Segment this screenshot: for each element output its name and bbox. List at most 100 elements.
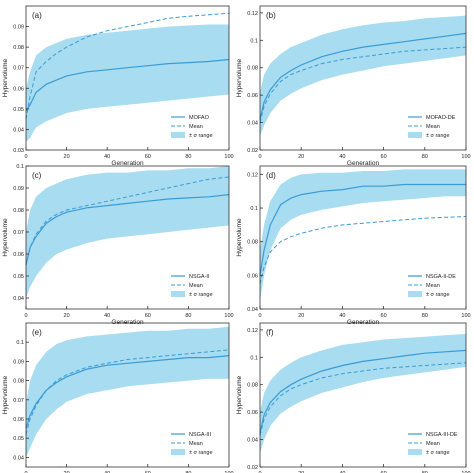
sigma-band <box>26 326 229 458</box>
legend-entry: ± σ range <box>426 450 450 456</box>
x-axis-label: Generation <box>347 319 380 326</box>
legend-entry: NSGA-II-DE <box>426 274 456 280</box>
algorithm-line <box>25 58 230 112</box>
legend-entry: NSGA-II <box>189 274 210 280</box>
y-tick-label: 0.05 <box>13 436 24 442</box>
y-tick-label: 0.08 <box>13 45 24 51</box>
panel-label: (c) <box>32 171 42 180</box>
x-tick-label: 80 <box>422 471 428 473</box>
x-tick-label: 40 <box>104 154 110 160</box>
panel-label: (e) <box>32 328 42 337</box>
algorithm-line <box>259 32 467 120</box>
y-tick-label: 0.09 <box>13 186 24 192</box>
y-axis-label: Hypervolume <box>2 218 9 257</box>
y-axis-label: Hypervolume <box>2 58 9 97</box>
y-tick-label: 0.05 <box>13 107 24 113</box>
y-tick-label: 0.07 <box>13 66 24 72</box>
y-tick-label: 0.06 <box>247 273 258 279</box>
plot-frame <box>259 165 467 310</box>
x-axis-label: Generation <box>111 319 144 326</box>
y-tick-label: 0.02 <box>247 465 258 471</box>
x-tick-label: 60 <box>381 154 387 160</box>
x-tick-label: 0 <box>24 471 27 473</box>
x-tick-label: 80 <box>422 313 428 319</box>
y-tick-label: 0.09 <box>13 359 24 365</box>
mean-line <box>259 362 467 436</box>
x-tick-label: 100 <box>224 154 233 160</box>
x-tick-label: 60 <box>145 154 151 160</box>
chart-panel: 0 20 40 60 80 100 0.02 0.04 0.06 0.08 0.1 0.12 Gener… <box>236 322 471 473</box>
algorithm-line <box>259 349 467 433</box>
y-tick-label: 0.07 <box>13 398 24 404</box>
legend-entry: ± σ range <box>189 450 213 456</box>
x-tick-label: 40 <box>339 313 345 319</box>
mean-line <box>25 176 230 266</box>
x-tick-label: 0 <box>258 313 261 319</box>
y-tick-label: 0.1 <box>250 355 258 361</box>
chart-panel: 0 20 40 60 80 100 0.03 0.04 0.05 0.06 0.07 0.08 0.09… <box>2 5 234 167</box>
panel-label: (b) <box>266 11 276 20</box>
y-tick-label: 0.06 <box>13 86 24 92</box>
x-tick-label: 100 <box>224 471 233 473</box>
y-tick-label: 0.09 <box>13 25 24 31</box>
y-tick-label: 0.06 <box>13 252 24 258</box>
panel-label: (d) <box>266 171 276 180</box>
chart-panel: 0 20 40 60 80 100 0.02 0.04 0.06 0.08 0.1 0.12 Gener… <box>236 5 471 167</box>
y-axis-label: Hypervolume <box>236 218 243 257</box>
x-tick-label: 60 <box>381 471 387 473</box>
x-tick-label: 20 <box>64 313 70 319</box>
y-tick-label: 0.04 <box>247 121 258 127</box>
y-axis-label: Hypervolume <box>236 58 243 97</box>
x-tick-label: 20 <box>298 313 304 319</box>
chart-panel: 0 20 40 60 80 100 0.04 0.06 0.08 0.1 0.12 Generatio… <box>236 165 471 326</box>
plot-frame <box>259 5 467 151</box>
y-tick-label: 0.08 <box>13 208 24 214</box>
y-tick-label: 0.06 <box>247 93 258 99</box>
x-tick-label: 100 <box>461 471 470 473</box>
x-tick-label: 100 <box>461 313 470 319</box>
legend-entry: MOFAO <box>189 115 210 121</box>
y-axis-label: Hypervolume <box>2 375 9 414</box>
panel-label: (f) <box>266 328 274 337</box>
legend-band-swatch <box>171 132 185 138</box>
x-tick-label: 0 <box>24 313 27 319</box>
x-tick-label: 80 <box>185 154 191 160</box>
x-tick-label: 40 <box>104 313 110 319</box>
y-tick-label: 0.07 <box>13 230 24 236</box>
legend-entry: Mean <box>426 441 440 447</box>
legend-entry: Mean <box>189 124 203 130</box>
plot-frame <box>25 322 230 468</box>
x-tick-label: 60 <box>145 471 151 473</box>
x-tick-label: 80 <box>185 471 191 473</box>
legend-entry: Mean <box>426 124 440 130</box>
y-tick-label: 0.08 <box>247 383 258 389</box>
x-tick-label: 80 <box>185 313 191 319</box>
x-tick-label: 20 <box>298 471 304 473</box>
algorithm-line <box>25 194 230 266</box>
x-tick-label: 0 <box>24 154 27 160</box>
legend-entry: ± σ range <box>426 133 450 139</box>
y-axis-label: Hypervolume <box>236 375 243 414</box>
legend-entry: ± σ range <box>426 292 450 298</box>
y-tick-label: 0.04 <box>247 307 258 313</box>
legend-band-swatch <box>408 132 422 138</box>
y-tick-label: 0.06 <box>247 410 258 416</box>
x-tick-label: 0 <box>258 471 261 473</box>
y-tick-label: 0.1 <box>16 164 24 170</box>
y-tick-label: 0.04 <box>13 455 24 461</box>
sigma-band <box>260 169 466 301</box>
sigma-band <box>26 24 229 142</box>
y-tick-label: 0.08 <box>247 240 258 246</box>
x-tick-label: 60 <box>381 313 387 319</box>
chart-panel: 0 20 40 60 80 100 0.04 0.05 0.06 0.07 0.08 0.09 0.1 G… <box>2 322 234 473</box>
x-axis-label: Generation <box>111 160 144 167</box>
legend-band-swatch <box>408 291 422 297</box>
legend-entry: MOFAO-DE <box>426 115 456 121</box>
y-tick-label: 0.12 <box>247 11 258 17</box>
x-tick-label: 0 <box>258 154 261 160</box>
y-tick-label: 0.08 <box>247 66 258 72</box>
y-tick-label: 0.04 <box>13 296 24 302</box>
y-tick-label: 0.04 <box>13 127 24 133</box>
x-tick-label: 40 <box>104 471 110 473</box>
